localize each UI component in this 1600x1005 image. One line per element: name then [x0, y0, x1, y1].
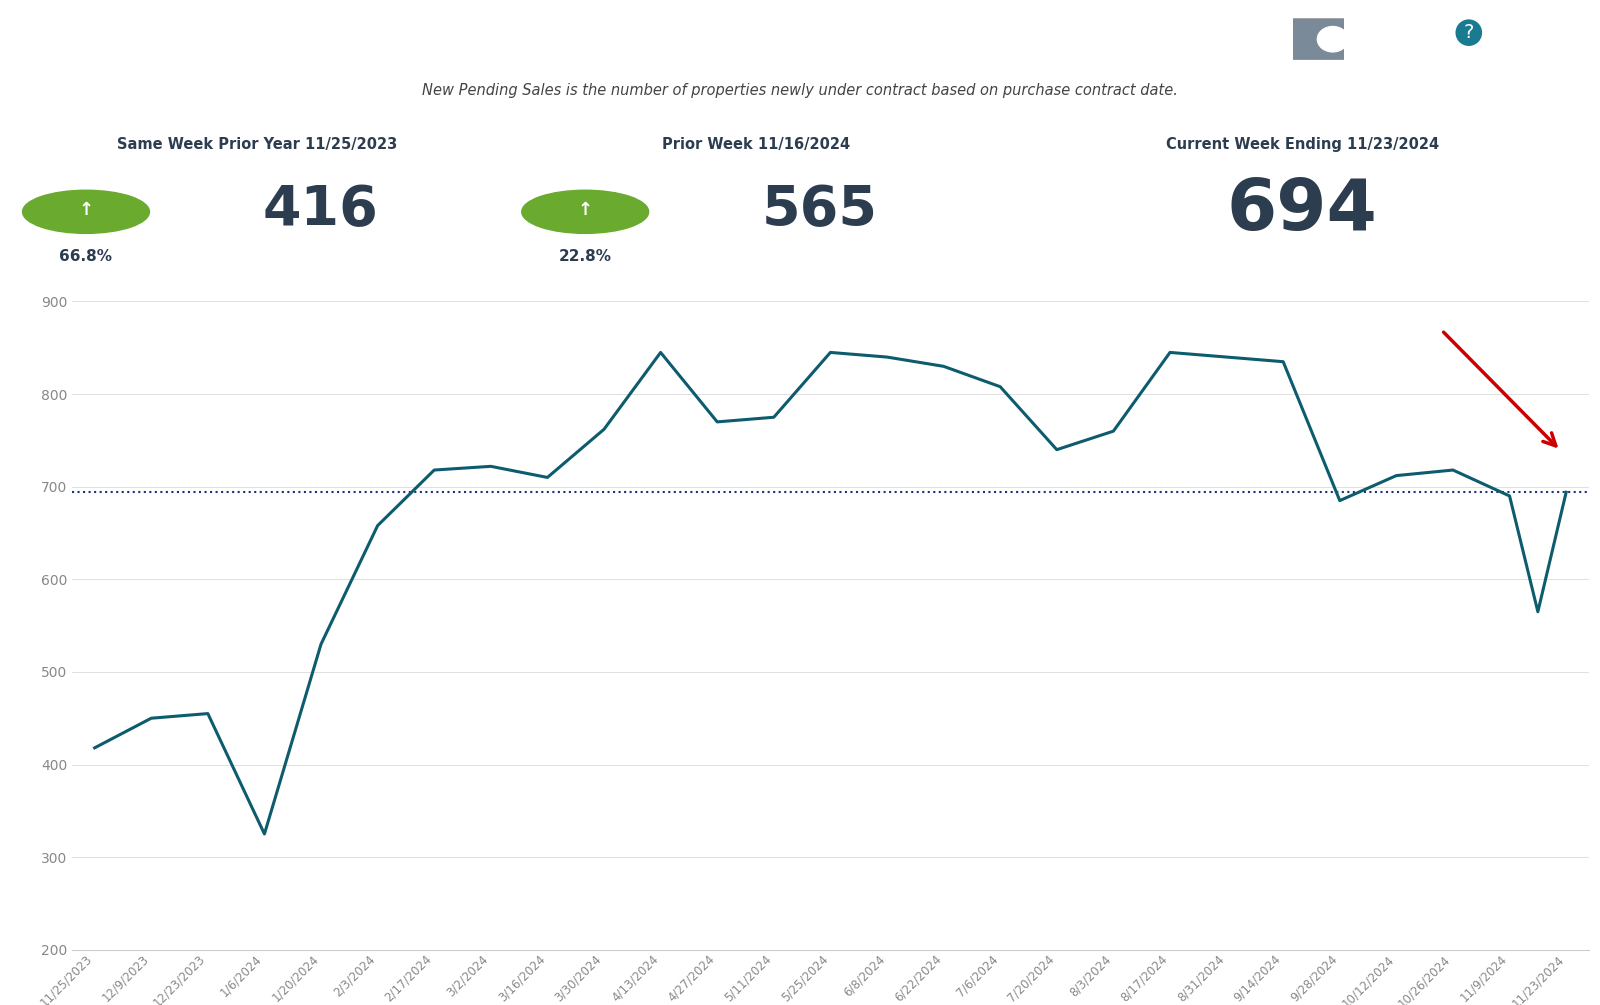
- Text: ⎙: ⎙: [1539, 23, 1552, 42]
- Text: 565: 565: [762, 183, 877, 237]
- Text: ▼: ▼: [870, 24, 883, 41]
- Circle shape: [1317, 26, 1349, 52]
- Text: Same Week Prior Year 11/25/2023: Same Week Prior Year 11/25/2023: [117, 137, 397, 152]
- Text: 416: 416: [262, 183, 378, 237]
- Text: New Pending Sales is the number of properties newly under contract based on purc: New Pending Sales is the number of prope…: [422, 83, 1178, 97]
- Circle shape: [22, 190, 149, 233]
- Text: Show Filters:: Show Filters:: [1176, 26, 1264, 39]
- Text: 22.8%: 22.8%: [558, 249, 611, 264]
- Text: Prior Week 11/16/2024: Prior Week 11/16/2024: [662, 137, 850, 152]
- Text: 66.8%: 66.8%: [59, 249, 112, 264]
- Text: ↑: ↑: [78, 201, 93, 219]
- Text: ↑: ↑: [578, 201, 592, 219]
- Text: Current Week Ending 11/23/2024: Current Week Ending 11/23/2024: [1166, 137, 1438, 152]
- Text: 694: 694: [1227, 176, 1378, 244]
- Circle shape: [522, 190, 648, 233]
- Text: New Pending Sales: New Pending Sales: [493, 16, 851, 49]
- Text: ?: ?: [1464, 23, 1474, 42]
- FancyBboxPatch shape: [1288, 18, 1349, 60]
